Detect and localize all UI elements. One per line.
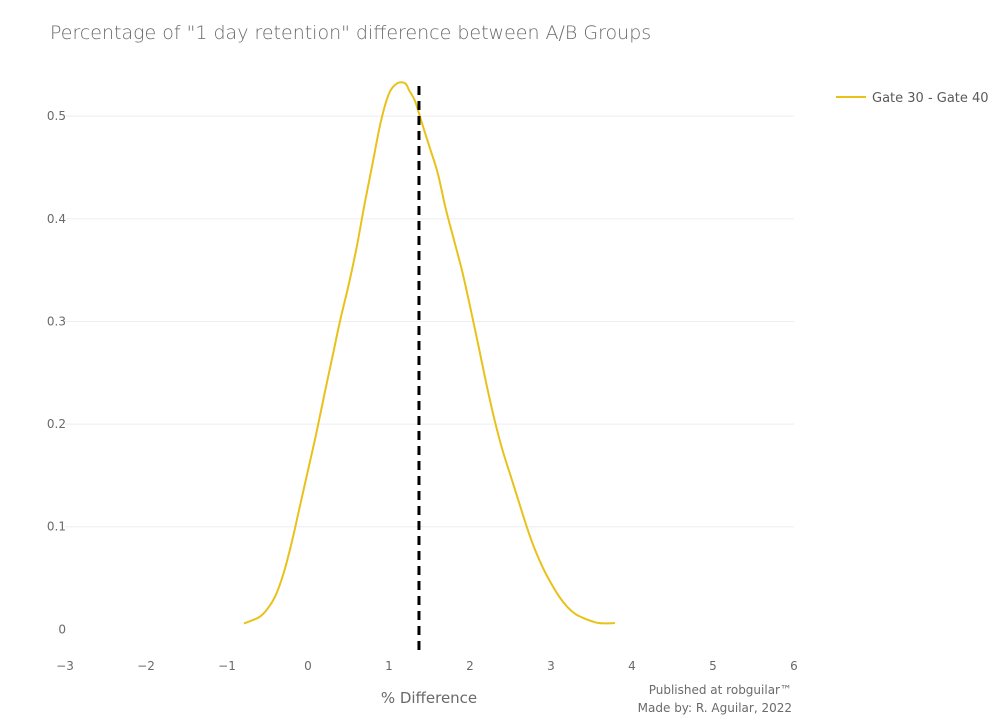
y-tick-label: 0 (58, 622, 66, 636)
series-line-gate30-gate40 (243, 81, 616, 625)
x-axis-ticks: −3 −2 −1 0 1 2 3 4 5 6 (56, 659, 798, 673)
y-tick-label: 0.4 (47, 212, 66, 226)
x-tick-label: −3 (56, 659, 74, 673)
y-tick-label: 0.2 (47, 417, 66, 431)
x-tick-label: 3 (547, 659, 555, 673)
legend-label: Gate 30 - Gate 40 (872, 91, 989, 106)
y-tick-label: 0.3 (47, 314, 66, 328)
y-tick-label: 0.1 (47, 520, 66, 534)
x-tick-label: 2 (466, 659, 474, 673)
grid-lines (65, 115, 794, 528)
x-tick-label: −2 (137, 659, 155, 673)
legend[interactable]: Gate 30 - Gate 40 (836, 91, 989, 106)
made-by-note: Made by: R. Aguilar, 2022 (638, 701, 792, 715)
x-tick-label: 0 (304, 659, 312, 673)
x-tick-label: 4 (628, 659, 636, 673)
x-axis-label: % Difference (381, 689, 477, 707)
y-tick-label: 0.5 (47, 109, 66, 123)
x-tick-label: 1 (385, 659, 393, 673)
x-tick-label: −1 (218, 659, 236, 673)
published-note: Published at robguilar™ (649, 683, 792, 697)
x-tick-label: 6 (790, 659, 798, 673)
chart-title: Percentage of "1 day retention" differen… (50, 22, 651, 44)
y-axis-ticks: 0 0.1 0.2 0.3 0.4 0.5 (47, 109, 66, 636)
x-tick-label: 5 (709, 659, 717, 673)
